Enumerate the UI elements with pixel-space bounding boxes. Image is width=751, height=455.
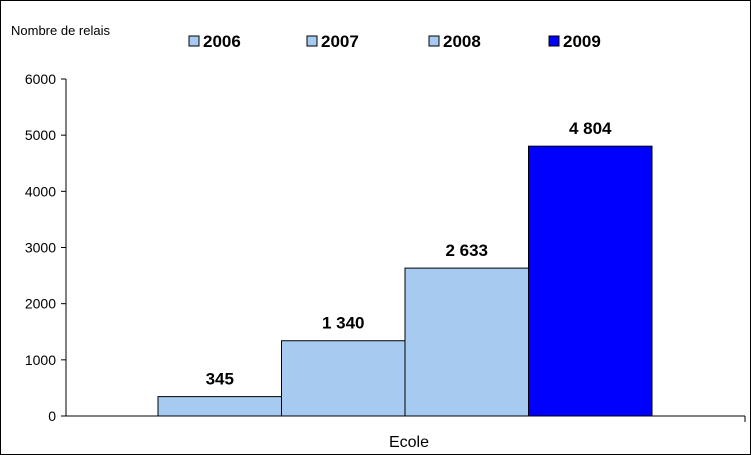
y-tick-label: 3000 [25, 240, 56, 256]
bar-2008 [404, 267, 529, 417]
x-axis-label: Ecole [389, 434, 429, 451]
legend-swatch-2007 [306, 35, 318, 47]
legend-swatch-2006 [188, 35, 200, 47]
legend-swatch-2008 [428, 35, 440, 47]
bar-2009 [528, 145, 653, 417]
y-tick-label: 2000 [25, 296, 56, 312]
legend-label-2008: 2008 [443, 32, 481, 51]
y-tick-label: 5000 [25, 127, 56, 143]
y-tick-label: 4000 [25, 183, 56, 199]
data-label-2006: 345 [206, 370, 234, 389]
y-tick-label: 1000 [25, 352, 56, 368]
legend-label-2006: 2006 [203, 32, 241, 51]
legend: 2006 2007 2008 2009 [188, 32, 601, 51]
bar-2006 [157, 396, 282, 417]
y-axis-ticks: 0 1000 2000 3000 4000 5000 6000 [25, 71, 66, 424]
legend-label-2009: 2009 [563, 32, 601, 51]
bar-series: 345 1 340 2 633 4 804 [157, 119, 653, 417]
y-axis-label: Nombre de relais [11, 23, 110, 38]
y-tick-label: 6000 [25, 71, 56, 87]
legend-label-2007: 2007 [321, 32, 359, 51]
bar-2007 [281, 340, 406, 417]
data-label-2008: 2 633 [445, 241, 488, 260]
data-label-2009: 4 804 [569, 119, 612, 138]
legend-swatch-2009 [548, 35, 560, 47]
data-label-2007: 1 340 [322, 314, 365, 333]
y-tick-label: 0 [48, 408, 56, 424]
